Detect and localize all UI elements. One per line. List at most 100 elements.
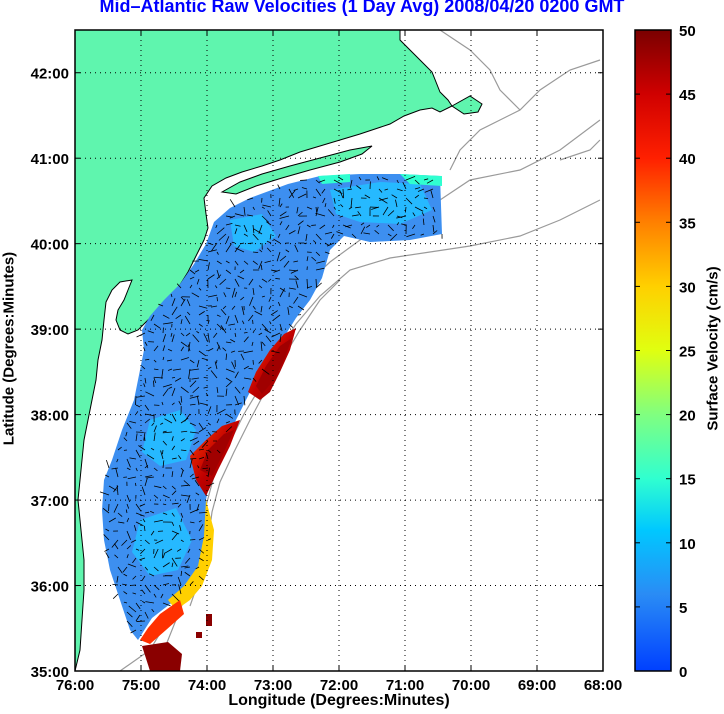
velocity-arrow [387,224,394,232]
velocity-arrow [268,296,272,302]
velocity-arrow [306,224,311,228]
velocity-arrow [189,508,200,514]
velocity-arrow [126,611,133,618]
velocity-arrow [128,605,137,613]
x-tick-label: 69:00 [518,677,556,694]
velocity-pixel [206,614,212,626]
velocity-arrow [125,431,128,437]
velocity-arrow [261,295,265,298]
velocity-arrow [222,305,227,310]
velocity-arrow [180,470,184,478]
velocity-arrow [153,380,155,388]
velocity-arrow [176,283,182,289]
velocity-arrow [214,361,218,370]
velocity-arrow [180,357,190,361]
velocity-arrow [198,511,208,514]
velocity-arrow [189,422,196,426]
velocity-arrow [223,292,227,298]
velocity-arrow [198,427,207,433]
velocity-arrow [143,525,146,532]
velocity-arrow [108,517,116,523]
velocity-arrow [166,359,173,362]
velocity-arrow [207,262,210,271]
velocity-arrow [288,190,296,199]
y-tick-label: 41:00 [31,151,69,168]
velocity-arrow [396,188,403,192]
velocity-arrow [326,242,335,247]
velocity-arrow [268,305,272,310]
velocity-arrow [414,187,421,190]
velocity-arrow [321,188,326,194]
velocity-arrow [171,485,176,490]
velocity-arrow [105,528,110,532]
velocity-max-patch [142,642,182,671]
velocity-arrow [315,188,322,197]
velocity-arrow [260,341,263,352]
velocity-arrow [213,332,218,338]
velocity-arrow [141,486,146,496]
velocity-arrow [155,539,164,544]
velocity-arrow [140,548,146,554]
velocity-arrow [225,341,232,344]
velocity-arrow [171,388,176,397]
velocity-arrow [225,426,233,433]
velocity-arrow [287,307,290,316]
velocity-arrow [337,176,344,181]
velocity-arrow [196,395,200,406]
velocity-arrow [153,368,159,371]
velocity-arrow [268,278,272,282]
velocity-arrow [141,575,146,582]
velocity-arrow [266,240,272,244]
velocity-arrow [171,306,178,316]
x-tick-label: 68:00 [584,677,622,694]
velocity-arrow [191,476,200,480]
velocity-arrow [126,467,131,471]
velocity-arrow [162,512,168,515]
velocity-arrow [123,591,128,595]
velocity-arrow [197,465,200,469]
velocity-arrow [189,431,199,434]
velocity-arrow [234,395,240,406]
velocity-arrow [184,566,191,569]
velocity-arrow [129,457,137,460]
velocity-arrow [260,264,263,271]
velocity-arrow [207,467,210,478]
velocity-arrow [126,530,131,540]
velocity-arrow [99,491,110,496]
velocity-arrow [171,593,179,601]
velocity-arrow [162,314,170,319]
velocity-arrow [374,230,380,235]
velocity-arrow [135,614,141,622]
velocity-arrow [196,359,200,368]
velocity-arrow [364,194,371,199]
velocity-arrow [184,571,191,577]
velocity-arrow [129,421,137,424]
velocity-arrow [144,478,148,487]
velocity-arrow [225,353,228,361]
velocity-arrow [117,566,123,574]
velocity-arrow [164,418,173,424]
velocity-arrow [162,388,169,397]
velocity-arrow [207,449,212,453]
velocity-arrow [164,575,173,577]
velocity-arrow [252,377,257,382]
velocity-arrow [144,566,148,571]
velocity-arrow [167,368,173,371]
velocity-arrow [240,353,245,361]
velocity-arrow [151,608,155,613]
velocity-arrow [195,492,200,496]
velocity-arrow [389,233,398,241]
velocity-cyan-edge [318,174,442,186]
velocity-arrow [171,490,177,496]
velocity-arrow [261,323,269,331]
velocity-arrow [171,457,177,460]
velocity-arrow [135,548,140,551]
velocity-arrow [132,575,137,580]
velocity-arrow [144,611,149,619]
velocity-arrow [405,175,416,181]
velocity-arrow [432,224,435,233]
velocity-arrow [312,196,317,199]
velocity-arrow [247,214,254,217]
velocity-arrow [198,575,204,581]
velocity-arrow [135,503,142,512]
